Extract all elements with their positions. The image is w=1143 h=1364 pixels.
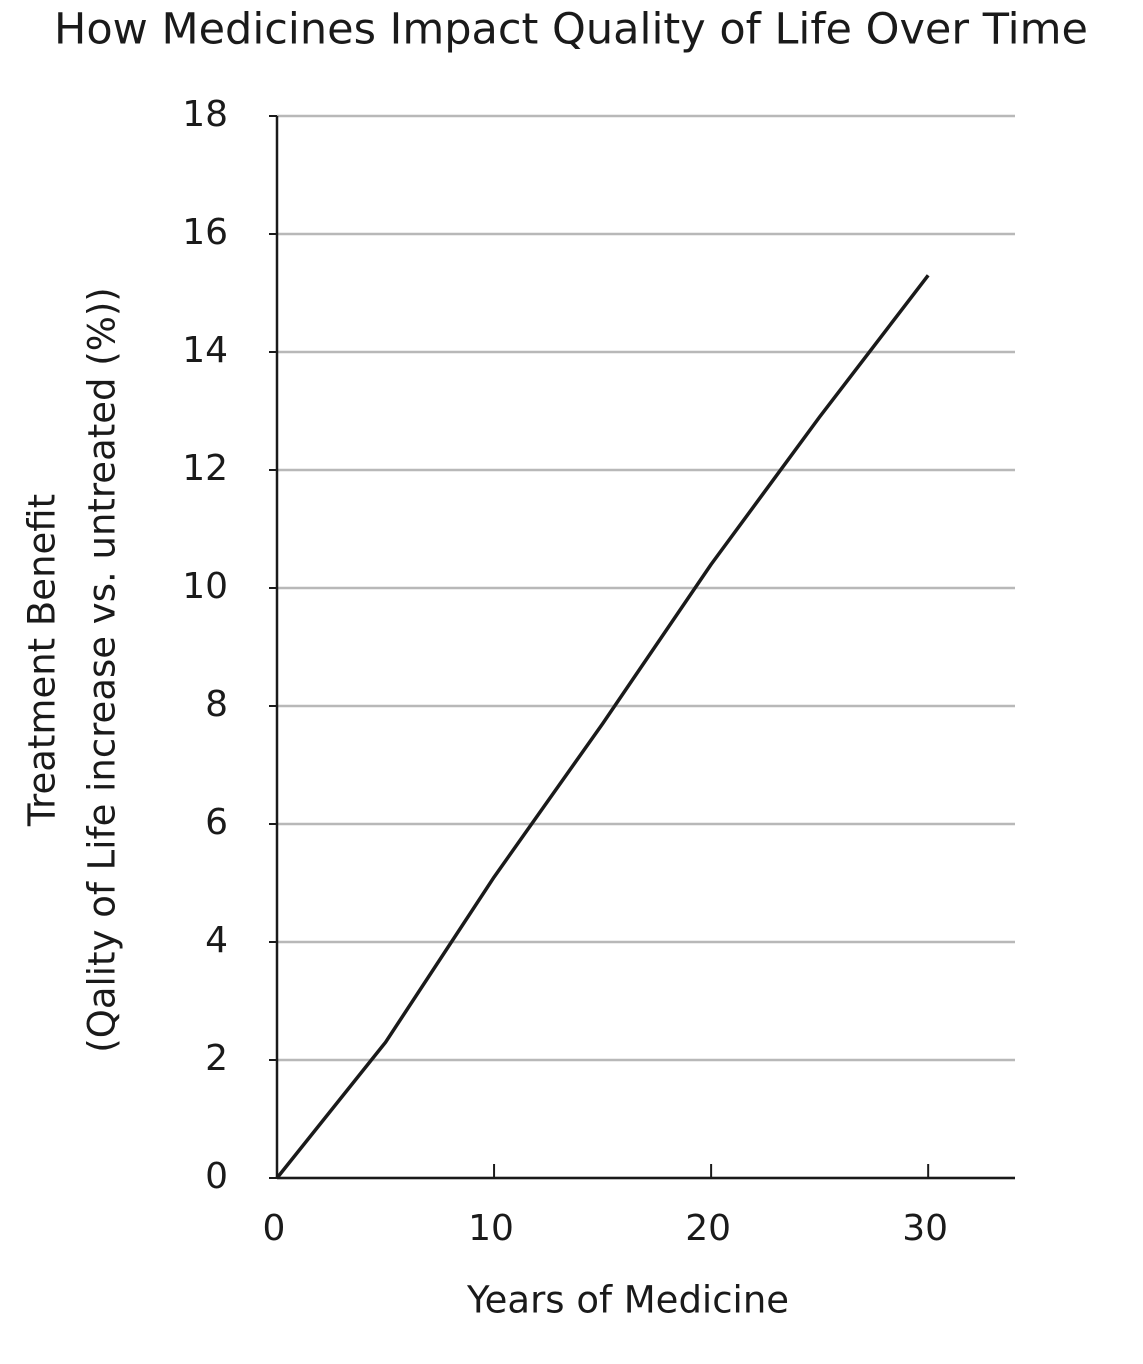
x-tick-label: 0 — [263, 1208, 286, 1249]
x-tick-label: 30 — [902, 1208, 948, 1249]
y-axis-label: (Qality of Life increase vs. untreated (… — [81, 287, 124, 1052]
x-tick-label: 20 — [685, 1208, 731, 1249]
line — [275, 274, 930, 1180]
y-tick-label: 10 — [182, 566, 228, 607]
y-tick-label: 4 — [205, 920, 228, 961]
y-tick-label: 16 — [182, 212, 228, 253]
y-tick-label: 0 — [205, 1156, 228, 1197]
y-tick-label: 14 — [182, 330, 228, 371]
y-tick-label: 12 — [182, 448, 228, 489]
y-tick-label: 18 — [182, 94, 228, 135]
chart-title: How Medicines Impact Quality of Life Ove… — [54, 5, 1088, 55]
y-tick-label: 2 — [205, 1038, 228, 1079]
y-tick-label: 8 — [205, 684, 228, 725]
x-tick-label: 10 — [468, 1208, 514, 1249]
x-axis-label: Years of Medicine — [466, 1279, 789, 1322]
y-axis-label: Treatment Benefit — [21, 494, 64, 827]
y-tick-label: 6 — [205, 802, 228, 843]
